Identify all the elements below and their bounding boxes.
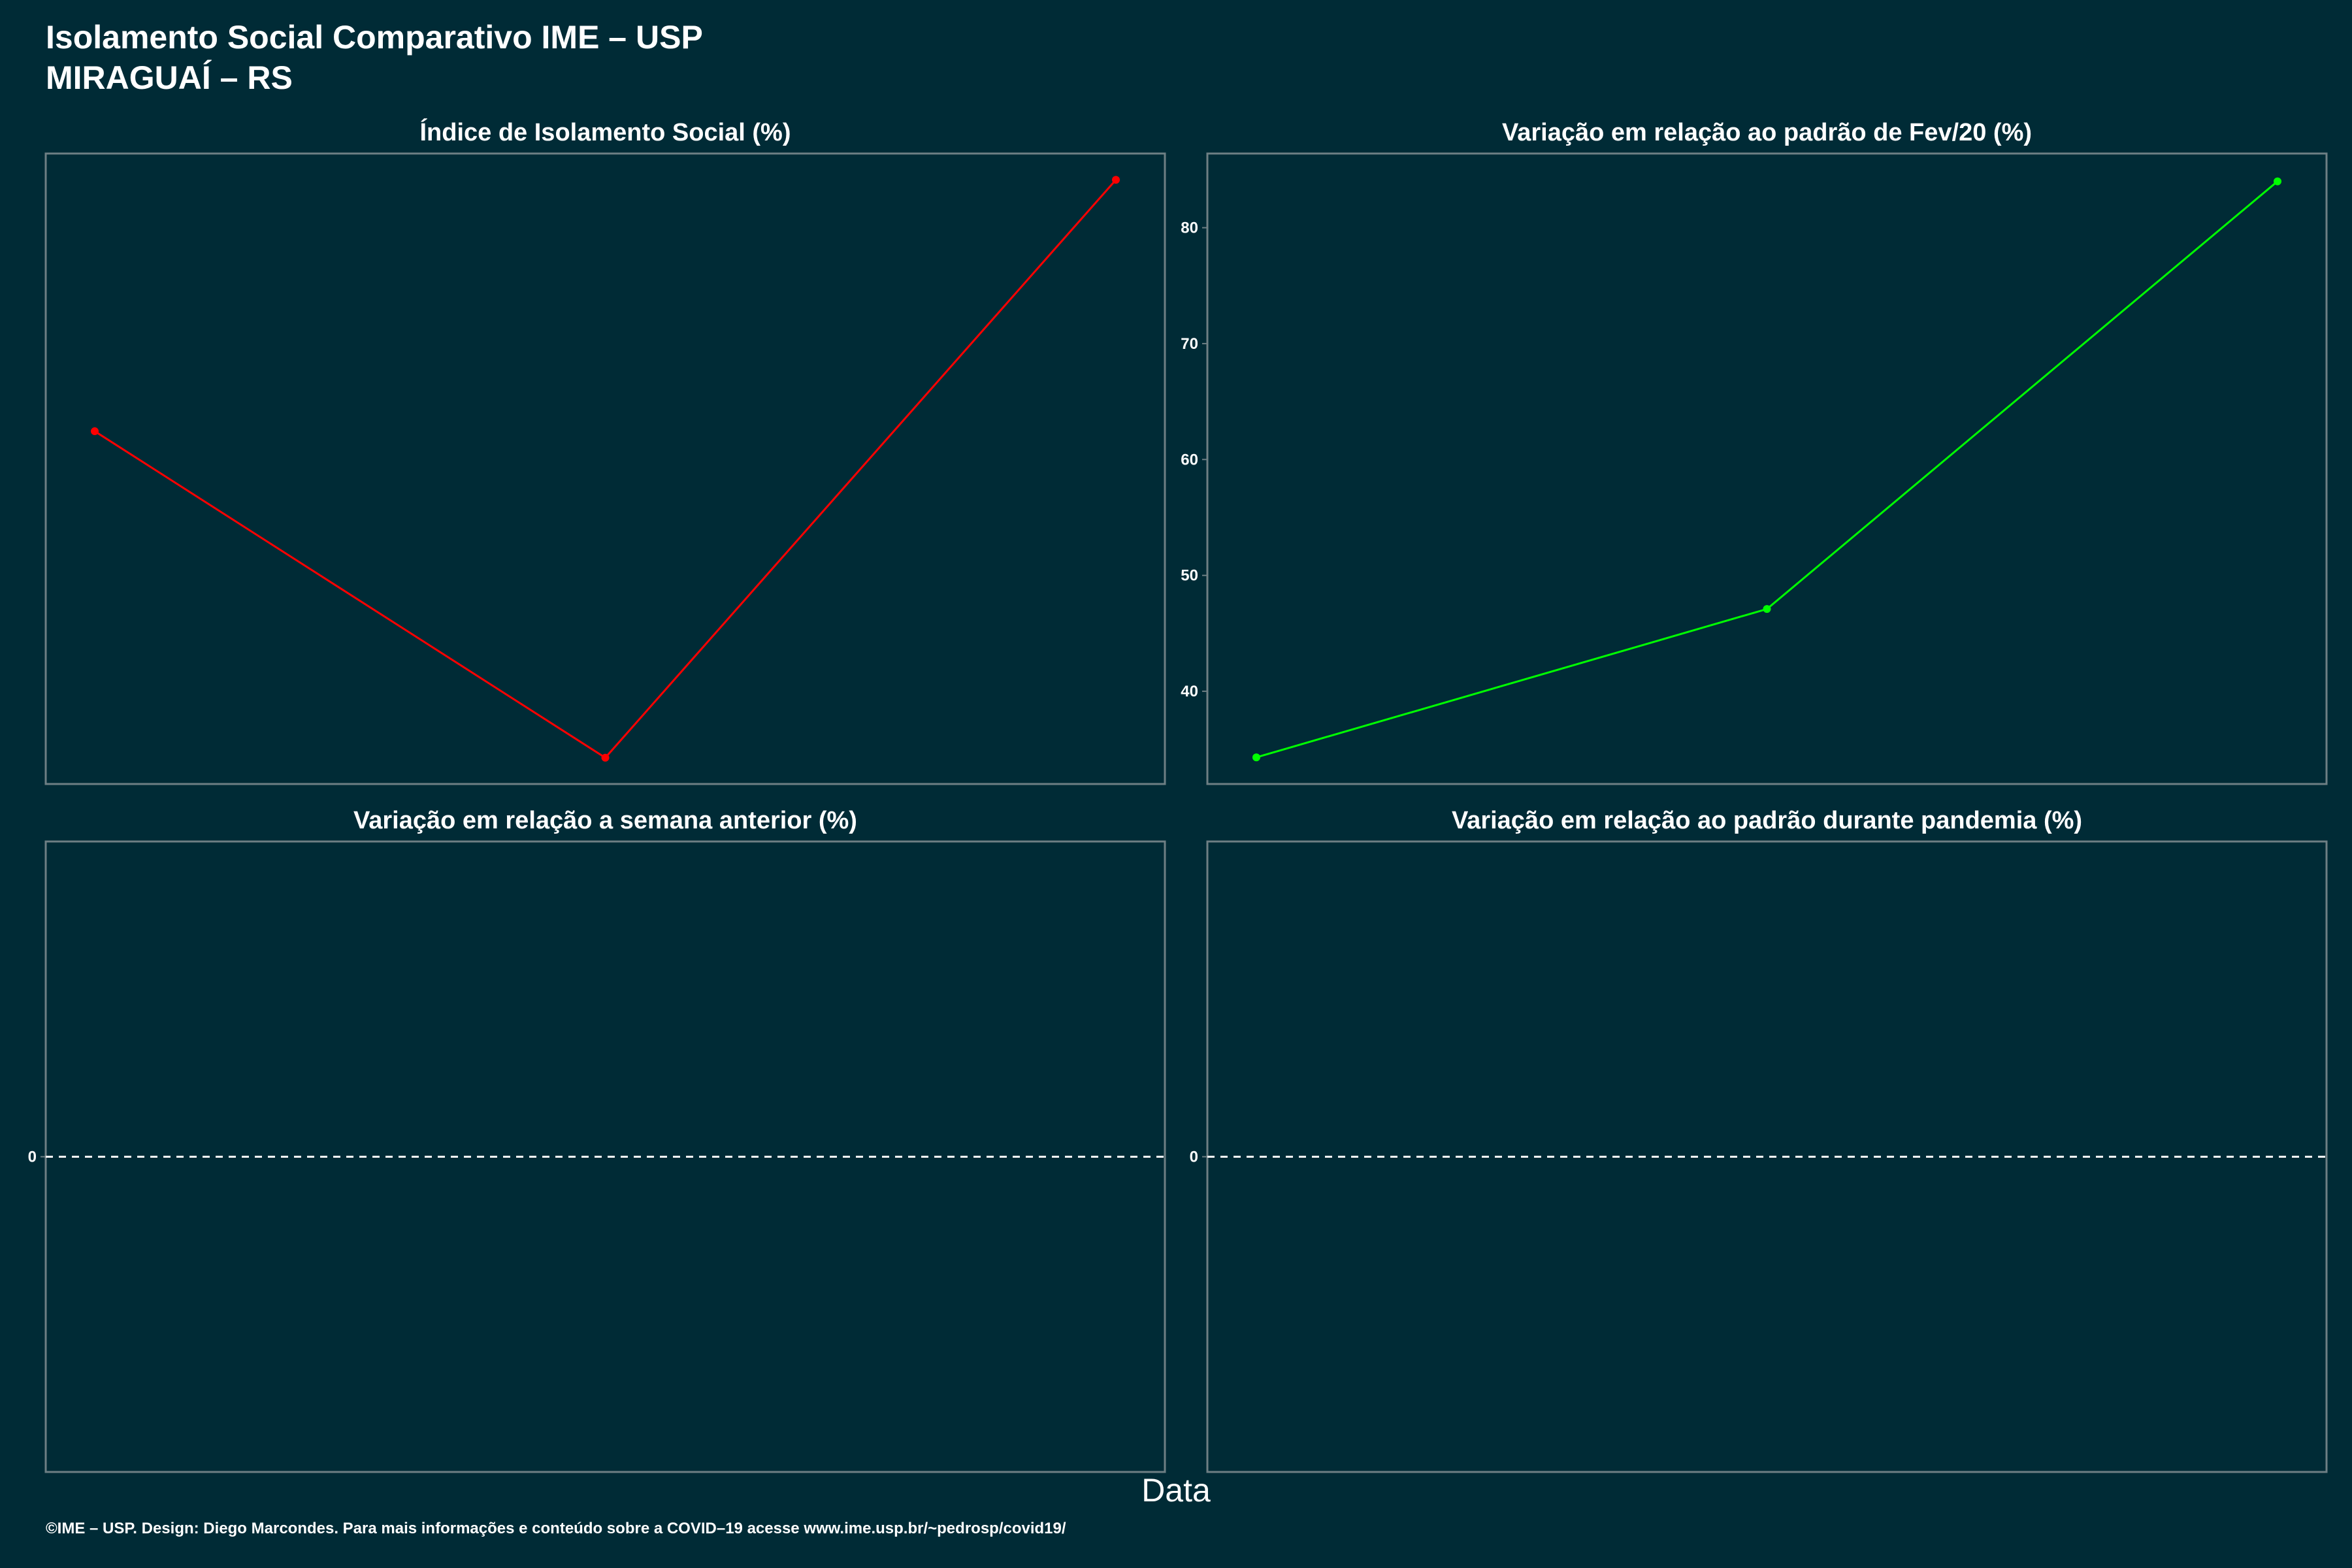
chart-panel-4: Variação em relação ao padrão durante pa…	[1190, 807, 2328, 1473]
x-axis-label: Data	[1141, 1472, 1211, 1509]
data-point-3	[1112, 176, 1120, 184]
y-tick-label: 40	[1181, 683, 1198, 700]
panel-border	[44, 840, 1166, 1473]
y-tick-label: 80	[1181, 220, 1198, 237]
data-point-1	[1252, 753, 1260, 762]
chart-panel-2: Variação em relação ao padrão de Fev/20 …	[1181, 119, 2328, 785]
series-line-1	[94, 179, 1117, 759]
chart-panel-1: Índice de Isolamento Social (%)	[44, 118, 1166, 785]
y-tick-label: 60	[1181, 451, 1198, 468]
panel-border	[1206, 152, 2328, 785]
series-line-1	[1256, 180, 2278, 759]
data-point-2	[601, 753, 610, 762]
y-tick-label: 0	[28, 1149, 37, 1166]
data-point-3	[2274, 177, 2281, 186]
data-point-1	[91, 427, 99, 436]
y-tick-label: 70	[1181, 335, 1198, 353]
panel-title: Variação em relação ao padrão de Fev/20 …	[1502, 119, 2032, 146]
chart-panel-3: Variação em relação a semana anterior (%…	[28, 807, 1166, 1473]
panel-border	[44, 152, 1166, 785]
panel-border	[1206, 840, 2328, 1473]
panel-title: Variação em relação a semana anterior (%…	[353, 807, 857, 834]
y-tick-label: 50	[1181, 567, 1198, 585]
chart-title-line1: Isolamento Social Comparativo IME – USP	[46, 19, 703, 56]
panel-title: Variação em relação ao padrão durante pa…	[1452, 807, 2082, 834]
caption: ©IME – USP. Design: Diego Marcondes. Par…	[46, 1520, 1066, 1537]
panel-title: Índice de Isolamento Social (%)	[419, 118, 791, 146]
y-tick-label: 0	[1190, 1149, 1198, 1166]
chart-title-line2: MIRAGUAÍ – RS	[46, 59, 293, 96]
data-point-2	[1763, 605, 1771, 613]
